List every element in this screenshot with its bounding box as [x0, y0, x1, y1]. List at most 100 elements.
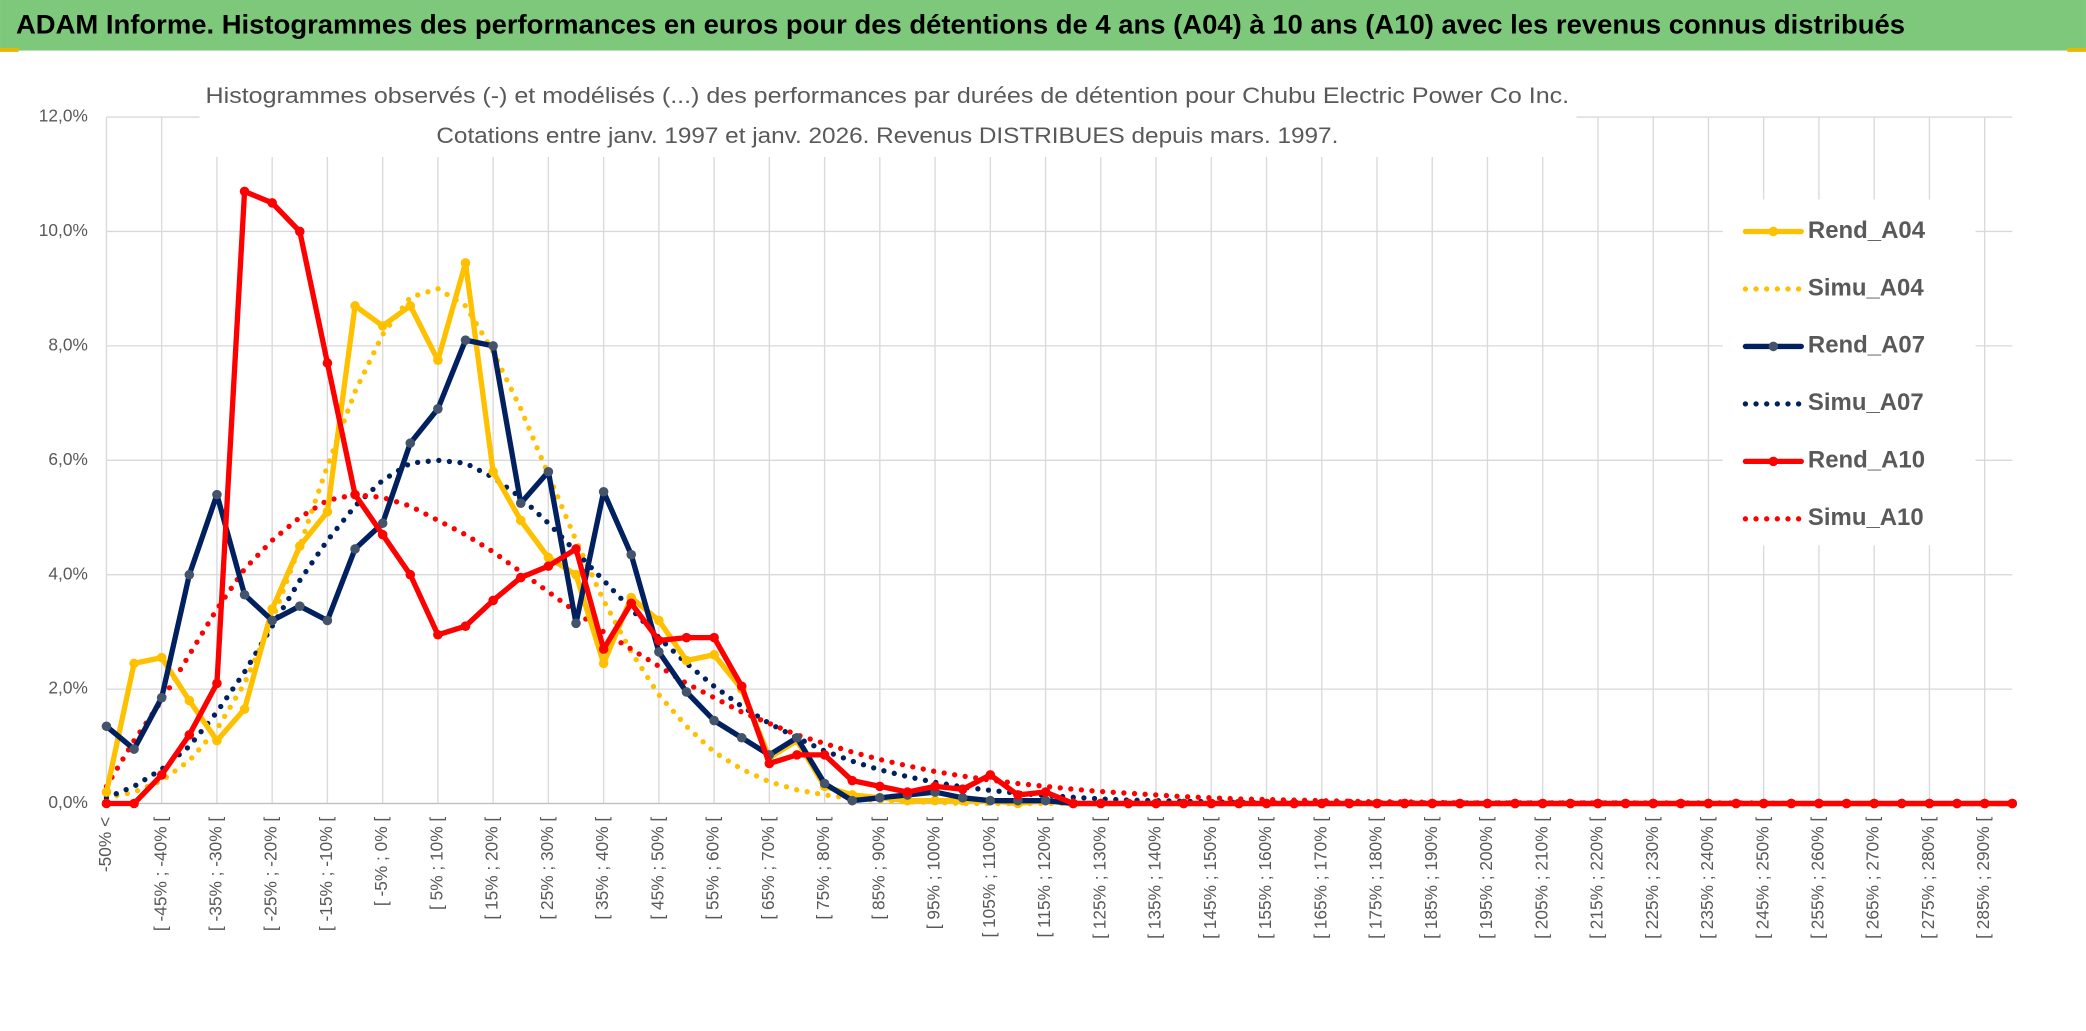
- point: [129, 798, 139, 809]
- point: [1952, 798, 1962, 809]
- point: [295, 541, 305, 551]
- point: [1510, 798, 1520, 809]
- x-tick-label: [ 155% ; 160% [: [1255, 817, 1275, 939]
- point: [239, 589, 250, 600]
- point: [267, 198, 277, 208]
- point: [322, 506, 333, 517]
- point: [488, 466, 498, 477]
- x-tick-label: [ 145% ; 150% [: [1200, 817, 1220, 939]
- point: [1206, 798, 1217, 809]
- x-tick-label: [ 125% ; 130% [: [1089, 817, 1109, 939]
- plot: [101, 186, 2018, 809]
- point: [350, 301, 360, 311]
- x-tick-label: [ 35% ; 40% [: [592, 817, 612, 920]
- x-tick-label: [ 215% ; 220% [: [1587, 817, 1607, 939]
- point: [515, 498, 526, 508]
- point: [764, 758, 775, 769]
- point: [1758, 798, 1769, 809]
- x-tick-label: [ 115% ; 120% [: [1034, 817, 1054, 938]
- x-tick-label: [ 225% ; 230% [: [1642, 817, 1662, 939]
- point: [709, 632, 719, 643]
- point: [1841, 798, 1852, 809]
- point: [156, 770, 167, 780]
- point: [515, 515, 526, 526]
- x-tick-label: [ 195% ; 200% [: [1476, 817, 1496, 939]
- point: [598, 486, 609, 497]
- point: [267, 604, 277, 614]
- point: [101, 721, 112, 732]
- point: [1178, 798, 1189, 809]
- point: [1123, 798, 1134, 809]
- x-tick-label: [ 235% ; 240% [: [1697, 817, 1717, 939]
- point: [212, 678, 222, 689]
- x-tick-label: [ 205% ; 210% [: [1531, 817, 1551, 939]
- point: [598, 658, 609, 669]
- x-tick-label: [ 95% ; 100% [: [924, 817, 944, 930]
- point: [460, 621, 471, 631]
- x-tick-label: [ -15% ; -10% [: [316, 817, 336, 931]
- corner-left: [0, 47, 19, 52]
- x-tick-label: [ 285% ; 290% [: [1973, 817, 1993, 939]
- point: [377, 321, 388, 331]
- grid: 0,0% 2,0% 4,0% 6,0% 8,0% 10,0% 12,0% -50% < [ -4…: [39, 106, 2013, 939]
- point: [488, 595, 498, 606]
- point: [543, 561, 554, 571]
- point: [1482, 798, 1493, 809]
- x-tick-label: [ 75% ; 80% [: [813, 817, 833, 920]
- point: [1814, 798, 1824, 809]
- point: [819, 778, 830, 789]
- point: [405, 301, 416, 311]
- point: [1455, 798, 1465, 809]
- point: [1869, 798, 1879, 809]
- x-tick-label: [ 265% ; 270% [: [1863, 817, 1883, 939]
- legend-marker: [1768, 341, 1779, 352]
- series-line: [103, 188, 2015, 807]
- point: [1786, 798, 1797, 809]
- point: [1013, 790, 1023, 800]
- x-tick-label: [ -25% ; -20% [: [261, 817, 281, 931]
- x-tick-label: [ 185% ; 190% [: [1421, 817, 1441, 939]
- point: [1316, 798, 1327, 809]
- point: [571, 569, 581, 580]
- point: [1068, 798, 1078, 809]
- x-tick-label: [ 255% ; 260% [: [1807, 817, 1827, 939]
- point: [1897, 798, 1907, 809]
- point: [875, 793, 885, 803]
- point: [129, 658, 139, 669]
- point: [405, 569, 416, 580]
- x-tick-label: [ 65% ; 70% [: [758, 817, 778, 920]
- legend-label: Simu_A10: [1808, 504, 1924, 531]
- point: [654, 647, 664, 657]
- point: [1261, 798, 1272, 809]
- x-tick-label: [ 5% ; 10% [: [426, 817, 446, 910]
- legend-label: Rend_A04: [1808, 217, 1926, 244]
- y-tick-label: 10,0%: [39, 220, 88, 240]
- point: [2007, 798, 2018, 809]
- y-tick-label: 8,0%: [48, 334, 87, 354]
- point: [847, 795, 857, 806]
- x-tick-label: [ 135% ; 140% [: [1145, 817, 1165, 939]
- y-tick-label: 2,0%: [48, 678, 87, 698]
- point: [239, 186, 250, 197]
- point: [295, 601, 305, 611]
- point: [1344, 798, 1355, 809]
- point: [875, 781, 885, 792]
- x-tick-label: [ 15% ; 20% [: [482, 817, 502, 920]
- legend-label: Simu_A04: [1808, 274, 1924, 301]
- point: [156, 692, 167, 703]
- legend-box: [1722, 199, 1976, 546]
- point: [930, 781, 940, 792]
- point: [930, 795, 940, 806]
- header-bar: [0, 0, 2086, 51]
- point: [184, 695, 195, 706]
- point: [1648, 798, 1658, 809]
- point: [819, 750, 830, 760]
- y-tick-label: 6,0%: [48, 449, 87, 469]
- point: [543, 552, 554, 563]
- point: [792, 750, 802, 760]
- point: [377, 518, 388, 529]
- point: [957, 784, 968, 795]
- point: [405, 438, 416, 448]
- point: [184, 569, 195, 580]
